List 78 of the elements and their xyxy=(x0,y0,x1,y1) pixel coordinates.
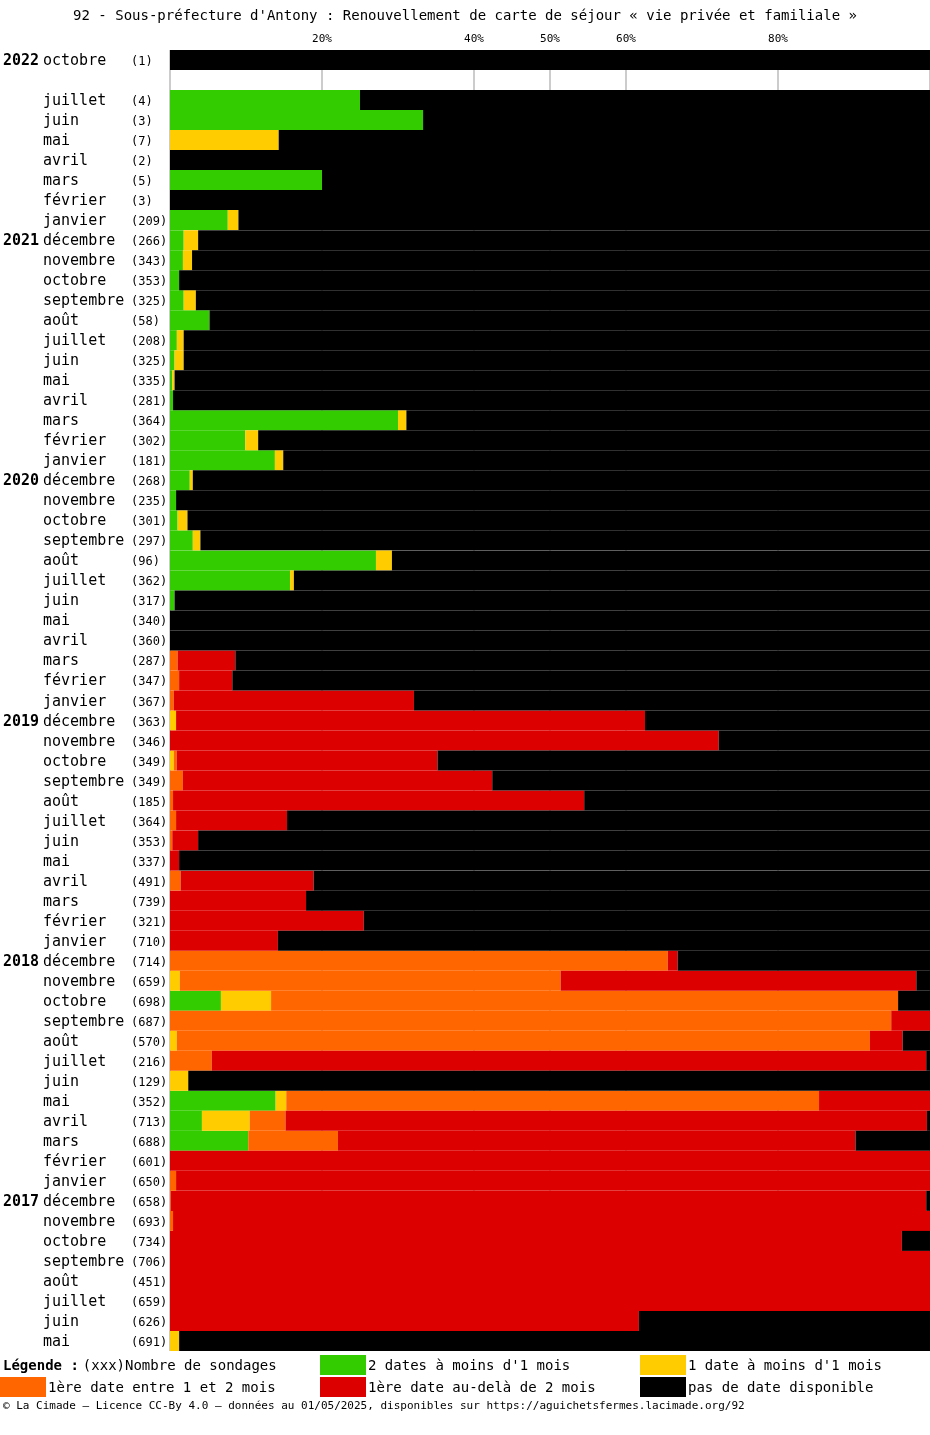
category-label: juin (129) xyxy=(43,1071,168,1090)
category-label: mars (739) xyxy=(43,891,168,910)
y-tick-label: septembre (325) xyxy=(43,291,168,310)
category-label: juin (325) xyxy=(43,351,168,370)
x-tick-label: 80% xyxy=(768,32,789,45)
y-tick-label: 2019 décembre (363) xyxy=(3,711,168,730)
category-label: février (601) xyxy=(43,1151,168,1170)
category-label: avril (360) xyxy=(43,631,168,650)
category-label: février (321) xyxy=(43,911,168,930)
category-label: juin (317) xyxy=(43,591,168,610)
category-label: mars (287) xyxy=(43,651,168,670)
y-tick-label: novembre (235) xyxy=(43,491,168,510)
category-label: mai (335) xyxy=(43,371,168,390)
category-label: août (96) xyxy=(43,551,160,570)
category-label: mai (337) xyxy=(43,851,168,870)
category-label: octobre (301) xyxy=(43,511,168,530)
category-label: juillet (216) xyxy=(43,1051,168,1070)
category-label: février (347) xyxy=(43,671,168,690)
category-label: mai (352) xyxy=(43,1091,168,1110)
x-tick-label: 50% xyxy=(540,32,561,45)
legend-label: 1 date à moins d'1 mois xyxy=(688,1357,882,1373)
category-label: mai (691) xyxy=(43,1331,168,1350)
category-label: janvier (367) xyxy=(43,691,168,710)
y-tick-label: 2017 décembre (658) xyxy=(3,1191,168,1210)
y-tick-label: novembre (346) xyxy=(43,731,168,750)
legend-label: 1ère date au-delà de 2 mois xyxy=(368,1379,596,1395)
text: © La Cimade – Licence CC-By 4.0 – données au 01/05/2025, disponibles sur https://aguichetsfermes.lacimade.org/92 xyxy=(3,1399,746,1412)
y-tick-label: septembre (706) xyxy=(43,1251,168,1270)
category-label: avril (491) xyxy=(43,871,168,890)
category-label: juillet (364) xyxy=(43,811,168,830)
category-label: mai (7) xyxy=(43,131,153,150)
category-label: février (302) xyxy=(43,431,168,450)
category-label: 2022 octobre (1) xyxy=(3,51,153,70)
category-label: août (451) xyxy=(43,1271,168,1290)
legend-label: pas de date disponible xyxy=(688,1379,874,1395)
category-label: octobre (698) xyxy=(43,991,168,1010)
y-tick-label: novembre (343) xyxy=(43,251,168,270)
category-label: avril (281) xyxy=(43,391,168,410)
category-label: octobre (349) xyxy=(43,751,168,770)
chart-title: 92 - Sous-préfecture d'Antony : Renouvellement de carte de séjour « vie privée et familiale » xyxy=(72,6,858,25)
legend-label: 1ère date entre 1 et 2 mois xyxy=(48,1379,276,1395)
category-label: juin (626) xyxy=(43,1311,168,1330)
x-tick-label: 20% xyxy=(312,32,333,45)
y-tick-label: 2018 décembre (714) xyxy=(3,951,168,970)
category-label: octobre (353) xyxy=(43,271,168,290)
y-tick-label: novembre (659) xyxy=(43,971,168,990)
category-label: juin (353) xyxy=(43,831,168,850)
y-tick-label: 2020 décembre (268) xyxy=(3,471,168,490)
x-tick-label: 60% xyxy=(616,32,637,45)
y-tick-label: septembre (687) xyxy=(43,1011,168,1030)
category-label: juillet (362) xyxy=(43,571,168,590)
text: (xxx)Nombre de sondages xyxy=(82,1357,277,1373)
category-label: janvier (710) xyxy=(43,931,168,950)
y-tick-label: 2021 décembre (266) xyxy=(3,231,168,250)
category-label: août (185) xyxy=(43,791,168,810)
category-label: juillet (659) xyxy=(43,1291,168,1310)
category-label: janvier (650) xyxy=(43,1171,168,1190)
category-label: janvier (181) xyxy=(43,451,168,470)
category-label: avril (713) xyxy=(43,1111,168,1130)
category-label: août (570) xyxy=(43,1031,168,1050)
y-tick-label: novembre (693) xyxy=(43,1211,168,1230)
category-label: août (58) xyxy=(43,311,160,330)
category-label: avril (2) xyxy=(43,151,153,170)
category-label: mars (688) xyxy=(43,1131,168,1150)
category-label: juillet (208) xyxy=(43,331,168,350)
category-label: juin (3) xyxy=(43,111,153,130)
y-tick-label: septembre (349) xyxy=(43,771,168,790)
category-label: mai (340) xyxy=(43,611,168,630)
x-tick-label: 40% xyxy=(464,32,485,45)
category-label: janvier (209) xyxy=(43,211,168,230)
category-label: mars (364) xyxy=(43,411,168,430)
legend-title: Légende : xyxy=(3,1357,79,1373)
category-label: octobre (734) xyxy=(43,1231,168,1250)
category-label: février (3) xyxy=(43,191,153,210)
y-tick-label: septembre (297) xyxy=(43,531,168,550)
legend-label: 2 dates à moins d'1 mois xyxy=(368,1357,571,1373)
category-label: mars (5) xyxy=(43,171,153,190)
category-label: juillet (4) xyxy=(43,91,153,110)
